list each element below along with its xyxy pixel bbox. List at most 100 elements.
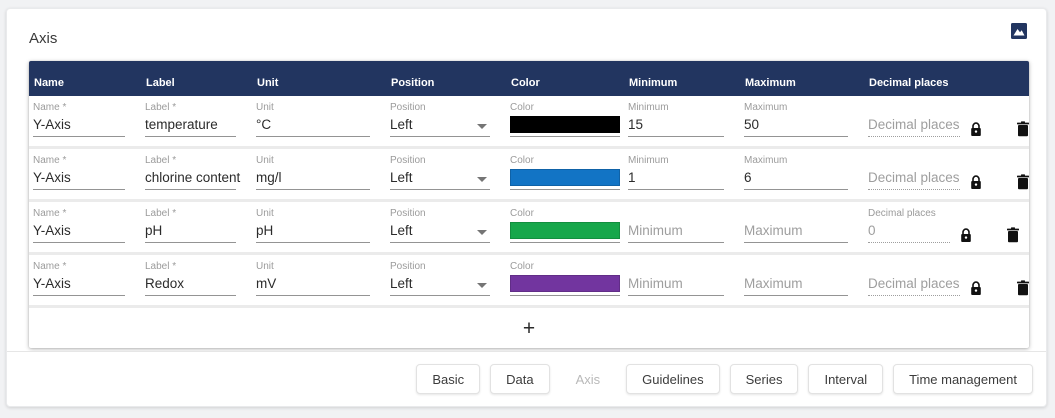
color-picker[interactable]: Color (510, 155, 620, 190)
label-input[interactable]: Label * chlorine content (145, 155, 240, 190)
position-select[interactable]: Position Left (390, 208, 490, 243)
unit-input[interactable]: Unit °C (256, 102, 370, 137)
color-picker[interactable]: Color (510, 208, 620, 243)
table-header-row: Name Label Unit Position Color Minimum M… (29, 61, 1029, 96)
column-header-position: Position (391, 77, 435, 89)
column-header-decimal-places: Decimal places (869, 77, 949, 89)
decimal-places-input[interactable]: Decimal places (868, 155, 960, 199)
position-select[interactable]: Position Left (390, 261, 490, 296)
field-label (744, 208, 848, 221)
minimum-input[interactable]: Minimum (628, 208, 724, 243)
add-axis-button[interactable]: + (29, 308, 1029, 348)
field-value: Y-Axis (33, 222, 125, 243)
unit-input[interactable]: Unit pH (256, 208, 370, 243)
field-label (868, 261, 960, 274)
field-label (744, 261, 848, 274)
name-input[interactable]: Name * Y-Axis (33, 102, 125, 137)
field-label: Decimal places (868, 208, 936, 219)
trash-icon (1016, 120, 1030, 140)
tab-basic[interactable]: Basic (416, 364, 481, 394)
name-input[interactable]: Name * Y-Axis (33, 155, 125, 190)
label-input[interactable]: Label * pH (145, 208, 236, 243)
field-value: Decimal places (868, 116, 960, 137)
field-label: Color (510, 102, 534, 113)
tab-interval[interactable]: Interval (808, 364, 884, 394)
field-value: Left (390, 169, 490, 190)
table-row: Name * Y-Axis Label * Redox Unit mV Posi… (29, 255, 1029, 308)
table-body: Name * Y-Axis Label * temperature Unit °… (29, 96, 1029, 308)
axis-settings-panel: Axis Name Label Unit Position Color Mini… (6, 8, 1047, 407)
plus-icon: + (522, 316, 536, 340)
field-label: Color (510, 155, 534, 166)
lock-icon (970, 175, 982, 193)
field-value: Redox (145, 275, 236, 296)
export-image-button[interactable] (1009, 22, 1028, 45)
swatch-underline (510, 275, 620, 296)
lock-button[interactable] (970, 116, 982, 146)
field-value: Left (390, 275, 490, 296)
label-input[interactable]: Label * temperature (145, 102, 236, 137)
column-header-color: Color (511, 77, 540, 89)
delete-row-button[interactable] (1016, 167, 1030, 199)
axis-table: Name Label Unit Position Color Minimum M… (29, 61, 1029, 348)
swatch-underline (510, 169, 620, 190)
maximum-input[interactable]: Maximum 50 (744, 102, 848, 137)
delete-row-button[interactable] (1006, 220, 1020, 252)
field-value: Y-Axis (33, 169, 125, 190)
page-title: Axis (29, 30, 58, 47)
field-label: Color (510, 208, 534, 219)
color-swatch[interactable] (510, 275, 620, 292)
minimum-input[interactable]: Minimum 15 (628, 102, 724, 137)
lock-button[interactable] (970, 275, 982, 305)
field-label: Unit (256, 155, 274, 166)
lock-button[interactable] (970, 169, 982, 199)
color-swatch[interactable] (510, 222, 620, 239)
lock-button[interactable] (960, 222, 972, 252)
image-icon (1010, 22, 1028, 45)
field-label: Name * (33, 102, 67, 113)
chevron-down-icon (477, 177, 487, 182)
color-swatch[interactable] (510, 116, 620, 133)
field-label: Position (390, 261, 426, 272)
field-value: temperature (145, 116, 236, 137)
minimum-input[interactable]: Minimum 1 (628, 155, 724, 190)
field-value: °C (256, 116, 370, 137)
label-input[interactable]: Label * Redox (145, 261, 236, 296)
decimal-places-input[interactable]: Decimal places 0 (868, 208, 950, 252)
delete-row-button[interactable] (1016, 114, 1030, 146)
lock-icon (970, 122, 982, 140)
field-label: Label * (145, 102, 177, 113)
delete-row-button[interactable] (1016, 273, 1030, 305)
tab-guidelines[interactable]: Guidelines (626, 364, 720, 394)
position-select[interactable]: Position Left (390, 102, 490, 137)
position-select[interactable]: Position Left (390, 155, 490, 190)
name-input[interactable]: Name * Y-Axis (33, 261, 125, 296)
decimal-places-input[interactable]: Decimal places (868, 102, 960, 146)
field-label: Name * (33, 208, 67, 219)
decimal-places-input[interactable]: Decimal places (868, 261, 960, 305)
tab-data[interactable]: Data (490, 364, 550, 394)
color-picker[interactable]: Color (510, 261, 620, 296)
selected-option: Left (390, 117, 413, 132)
field-label: Position (390, 155, 426, 166)
name-input[interactable]: Name * Y-Axis (33, 208, 125, 243)
unit-input[interactable]: Unit mg/l (256, 155, 370, 190)
maximum-input[interactable]: Maximum (744, 261, 848, 296)
color-picker[interactable]: Color (510, 102, 620, 137)
field-value: pH (256, 222, 370, 243)
field-value: 6 (744, 169, 848, 190)
field-label: Minimum (628, 102, 669, 113)
maximum-input[interactable]: Maximum 6 (744, 155, 848, 190)
field-label: Minimum (628, 155, 669, 166)
color-swatch[interactable] (510, 169, 620, 186)
minimum-input[interactable]: Minimum (628, 261, 724, 296)
field-value: 50 (744, 116, 848, 137)
field-value: 0 (868, 222, 950, 243)
column-header-maximum: Maximum (745, 77, 796, 89)
maximum-input[interactable]: Maximum (744, 208, 848, 243)
tab-series[interactable]: Series (729, 364, 799, 394)
field-label (868, 102, 960, 115)
unit-input[interactable]: Unit mV (256, 261, 370, 296)
tab-time-management[interactable]: Time management (893, 364, 1033, 394)
field-value: Maximum (744, 222, 848, 243)
